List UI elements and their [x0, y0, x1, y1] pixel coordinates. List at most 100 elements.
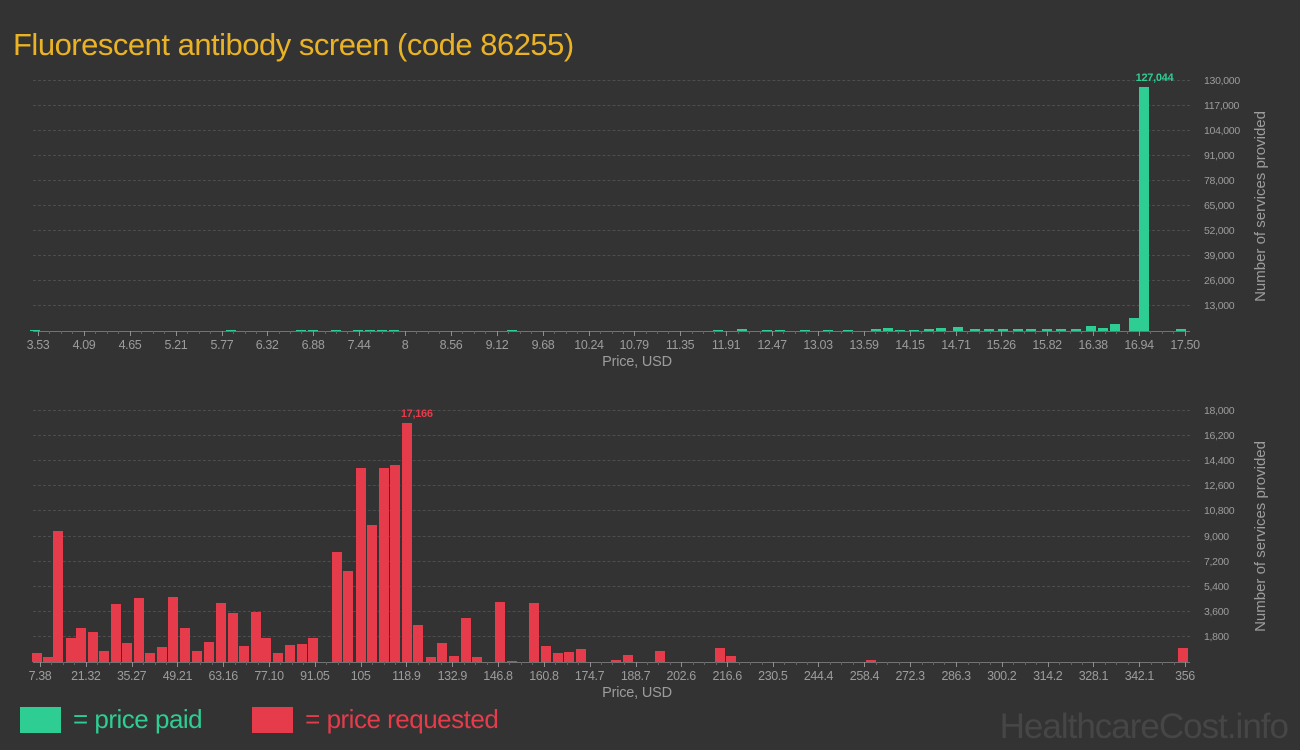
x-minor-tick [807, 662, 809, 665]
x-minor-tick [509, 662, 511, 665]
histogram-bar [882, 328, 893, 331]
histogram-bar [714, 648, 725, 662]
histogram-bar [1070, 329, 1081, 331]
x-minor-tick [600, 662, 602, 665]
histogram-bar [285, 645, 295, 662]
histogram-bar [179, 627, 190, 662]
x-major-tick [589, 662, 591, 667]
x-major-tick [1001, 331, 1003, 336]
x-minor-tick [62, 662, 64, 665]
y-tick-label: 9,000 [1204, 530, 1229, 543]
x-minor-tick [234, 662, 236, 665]
gridline [33, 80, 1190, 81]
histogram-bar [192, 651, 203, 662]
x-tick-label: 15.26 [986, 338, 1016, 352]
histogram-bar [364, 329, 375, 331]
paid-y-axis-title-box: Number of services provided [1248, 81, 1272, 331]
gridline [33, 255, 1190, 256]
x-minor-tick [978, 662, 980, 665]
x-major-tick [223, 662, 225, 667]
y-tick-label: 52,000 [1204, 225, 1235, 237]
histogram-bar [575, 649, 586, 662]
gridline [33, 585, 1190, 587]
histogram-bar [506, 660, 517, 662]
x-minor-tick [97, 662, 99, 665]
x-minor-tick [519, 331, 521, 334]
histogram-bar [799, 329, 810, 331]
histogram-bar [448, 656, 459, 662]
histogram-bar [413, 625, 424, 662]
x-minor-tick [165, 662, 167, 665]
x-minor-tick [72, 331, 74, 334]
histogram-bar [239, 646, 250, 662]
histogram-bar [32, 652, 43, 662]
x-minor-tick [1173, 331, 1175, 334]
x-tick-label: 258.4 [849, 669, 880, 683]
x-minor-tick [990, 662, 992, 665]
x-minor-tick [1127, 662, 1129, 665]
x-minor-tick [555, 662, 557, 665]
x-minor-tick [211, 662, 213, 665]
histogram-bar [122, 642, 133, 662]
x-tick-label: 216.6 [712, 669, 743, 683]
y-tick-label: 5,400 [1204, 580, 1229, 593]
x-major-tick [772, 662, 774, 667]
histogram-bar [65, 637, 76, 662]
histogram-bar [99, 651, 110, 662]
x-tick-label: 146.8 [483, 669, 513, 683]
histogram-bar [997, 328, 1008, 331]
histogram-bar [969, 328, 980, 331]
x-minor-tick [143, 662, 145, 665]
x-minor-tick [932, 662, 934, 665]
x-minor-tick [715, 662, 717, 665]
x-minor-tick [280, 662, 282, 665]
x-tick-label: 118.9 [392, 669, 421, 683]
x-minor-tick [1161, 331, 1163, 334]
x-tick-label: 4.65 [118, 338, 142, 352]
x-minor-tick [714, 331, 716, 334]
x-tick-label: 10.24 [574, 338, 604, 352]
x-minor-tick [795, 662, 797, 665]
x-minor-tick [326, 662, 328, 665]
x-tick-label: 286.3 [941, 669, 971, 683]
x-tick-label: 188.7 [620, 669, 651, 683]
price-paid-legend-label: = price paid [73, 704, 203, 734]
y-tick-label: 18,000 [1204, 405, 1235, 417]
x-minor-tick [1024, 331, 1026, 334]
x-minor-tick [1081, 331, 1083, 334]
x-minor-tick [372, 662, 374, 665]
x-tick-label: 11.35 [665, 338, 695, 352]
x-minor-tick [611, 331, 613, 334]
paid-y-axis-title: Number of services provided [1251, 110, 1269, 302]
y-tick-label: 117,000 [1204, 100, 1240, 112]
y-tick-label: 12,600 [1204, 480, 1235, 493]
x-minor-tick [152, 331, 154, 334]
x-minor-tick [244, 331, 246, 334]
x-tick-label: 16.94 [1124, 338, 1154, 352]
gridline [33, 205, 1190, 206]
x-major-tick [359, 331, 361, 336]
y-tick-label: 39,000 [1204, 250, 1235, 262]
x-minor-tick [141, 331, 143, 334]
x-minor-tick [154, 662, 156, 665]
histogram-bar [331, 551, 342, 662]
x-major-tick [313, 331, 315, 336]
x-minor-tick [485, 331, 487, 334]
x-minor-tick [841, 662, 843, 665]
x-minor-tick [738, 662, 740, 665]
x-minor-tick [645, 331, 647, 334]
histogram-bar [425, 657, 436, 662]
x-minor-tick [668, 331, 670, 334]
x-minor-tick [416, 331, 418, 334]
gridline [33, 230, 1190, 231]
gridline [33, 510, 1190, 512]
x-minor-tick [486, 662, 488, 665]
x-minor-tick [335, 331, 337, 334]
x-minor-tick [1058, 331, 1060, 334]
x-major-tick [863, 331, 865, 336]
histogram-bar [1129, 318, 1140, 331]
x-minor-tick [427, 331, 429, 334]
histogram-bar [952, 327, 963, 331]
x-tick-label: 21.32 [71, 669, 101, 683]
histogram-bar [895, 329, 906, 331]
